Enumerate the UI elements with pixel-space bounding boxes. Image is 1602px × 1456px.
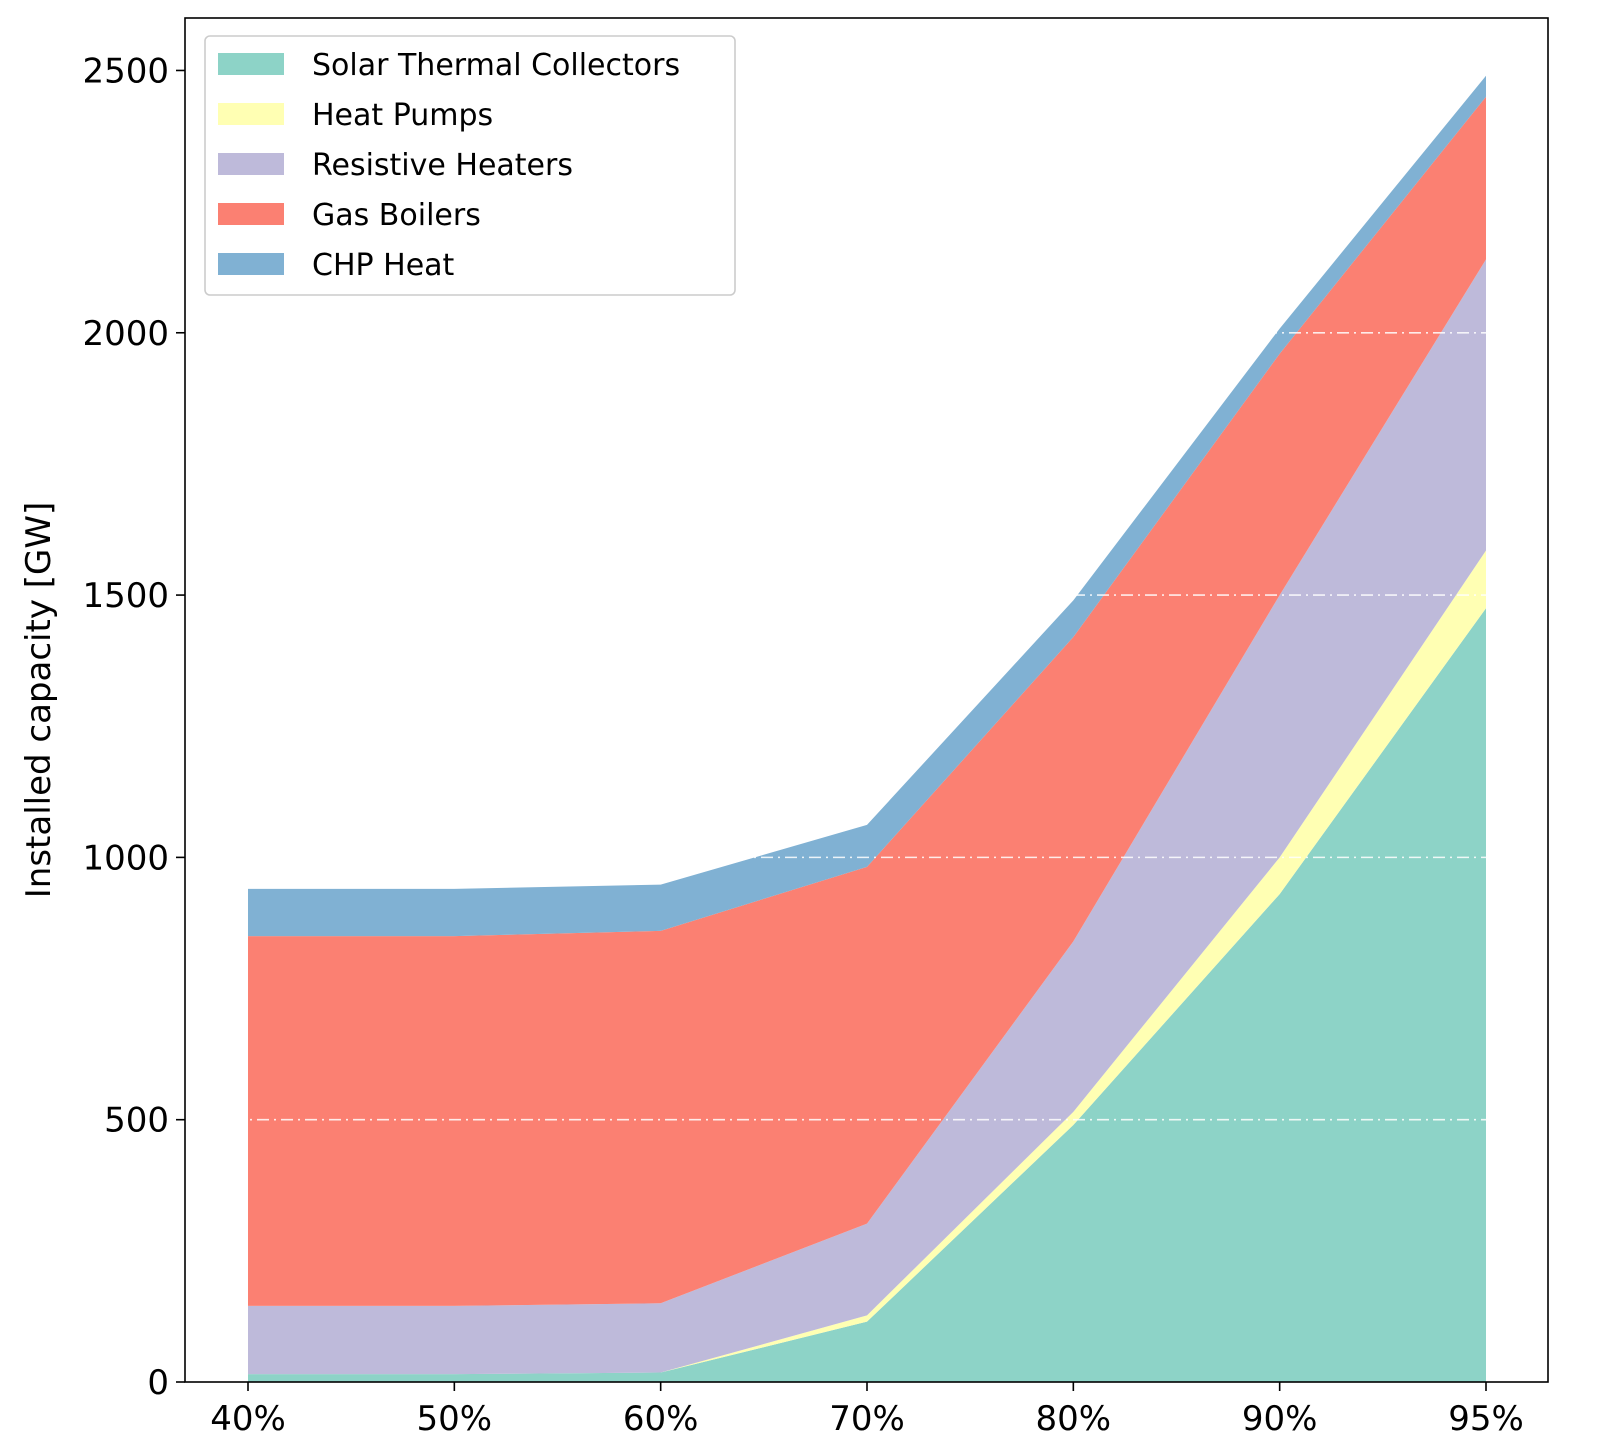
y-tick-label: 2000	[82, 314, 169, 354]
y-tick-label: 0	[147, 1363, 169, 1403]
area-series-4	[248, 96, 1486, 1306]
y-axis-ticks: 0 500 1000 1500 2000 2500	[82, 51, 185, 1403]
legend-label: Heat Pumps	[312, 98, 493, 133]
area-series-3	[248, 259, 1486, 1375]
legend-swatch	[218, 253, 284, 275]
area-series-1	[248, 608, 1486, 1382]
legend: Solar Thermal Collectors Heat Pumps Resist…	[204, 35, 736, 296]
legend-swatch	[218, 53, 284, 75]
x-tick-label: 80%	[1036, 1399, 1112, 1439]
x-tick-label: 50%	[417, 1399, 493, 1439]
legend-label: Gas Boilers	[312, 198, 481, 233]
x-tick-label: 70%	[829, 1399, 905, 1439]
y-tick-label: 2500	[82, 51, 169, 91]
x-tick-label: 40%	[210, 1399, 286, 1439]
x-tick-label: 60%	[623, 1399, 699, 1439]
legend-label: Solar Thermal Collectors	[312, 48, 680, 83]
y-tick-label: 500	[104, 1101, 169, 1141]
gridlines	[185, 331, 1548, 1121]
x-tick-label: 95%	[1448, 1399, 1524, 1439]
x-axis-ticks: 40% 50% 60% 70% 80% 90% 95%	[210, 1382, 1524, 1439]
legend-label: Resistive Heaters	[312, 148, 573, 183]
legend-swatch	[218, 203, 284, 225]
legend-swatch	[218, 153, 284, 175]
y-tick-label: 1500	[82, 576, 169, 616]
legend-label: CHP Heat	[312, 248, 455, 283]
y-tick-label: 1000	[82, 838, 169, 878]
stacked-areas	[248, 75, 1486, 1382]
y-axis-label: Installed capacity [GW]	[19, 502, 59, 899]
x-tick-label: 90%	[1242, 1399, 1318, 1439]
legend-swatch	[218, 103, 284, 125]
legend-box	[204, 35, 736, 296]
